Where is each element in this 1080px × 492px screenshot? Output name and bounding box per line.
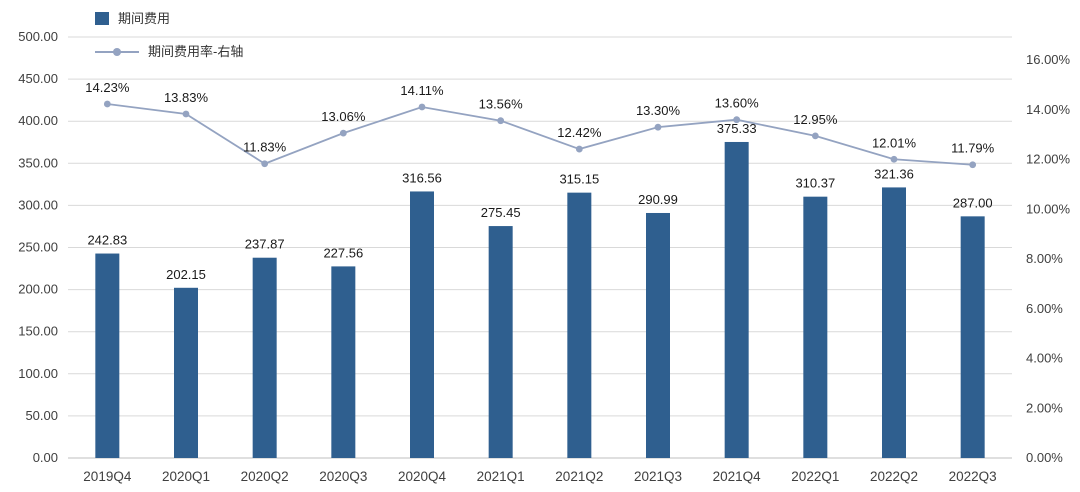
line-value-label: 12.01%: [872, 135, 917, 150]
category-label: 2022Q3: [949, 469, 997, 484]
bar: [882, 187, 906, 458]
legend-label-expense-ratio: 期间费用率-右轴: [148, 44, 244, 59]
category-label: 2020Q3: [319, 469, 367, 484]
right-axis-tick-label: 16.00%: [1026, 52, 1071, 67]
line-value-label: 14.23%: [85, 80, 130, 95]
bar: [488, 226, 513, 458]
category-label: 2021Q2: [555, 469, 603, 484]
line-value-label: 12.42%: [557, 125, 602, 140]
line-marker: [497, 117, 505, 125]
bar-value-label: 227.56: [323, 245, 363, 260]
bar: [174, 287, 198, 458]
bar-value-label: 310.37: [795, 176, 835, 191]
line-value-label: 13.83%: [164, 90, 209, 105]
left-axis-tick-label: 50.00: [25, 408, 58, 423]
category-label: 2019Q4: [83, 469, 132, 484]
line-value-label: 12.95%: [793, 112, 838, 127]
bar: [646, 212, 670, 458]
line-value-label: 13.06%: [321, 109, 366, 124]
right-axis-tick-label: 6.00%: [1026, 301, 1063, 316]
bar-value-label: 315.15: [559, 172, 599, 187]
bar-value-label: 375.33: [717, 121, 757, 136]
line-value-label: 13.30%: [636, 103, 681, 118]
left-axis-tick-label: 0.00: [33, 450, 58, 465]
bar-value-label: 316.56: [402, 170, 442, 185]
left-axis-tick-label: 300.00: [18, 197, 58, 212]
left-axis-tick-label: 350.00: [18, 155, 58, 170]
line-value-label: 13.56%: [479, 97, 524, 112]
bar: [410, 191, 434, 458]
right-axis-tick-label: 8.00%: [1026, 251, 1063, 266]
left-axis-tick-label: 450.00: [18, 71, 58, 86]
left-axis-tick-label: 250.00: [18, 240, 58, 255]
left-axis-tick-label: 100.00: [18, 366, 58, 381]
bar-value-label: 287.00: [953, 195, 993, 210]
bar: [331, 266, 356, 458]
category-label: 2022Q2: [870, 469, 918, 484]
line-marker: [811, 132, 819, 140]
category-label: 2021Q1: [477, 469, 525, 484]
line-marker: [182, 110, 190, 118]
bar-value-label: 321.36: [874, 166, 914, 181]
line-series: [107, 103, 973, 166]
bar: [724, 141, 749, 458]
line-marker: [654, 123, 662, 131]
line-marker: [103, 100, 111, 108]
right-axis-tick-label: 2.00%: [1026, 400, 1063, 415]
left-axis-tick-label: 400.00: [18, 113, 58, 128]
category-label: 2020Q2: [241, 469, 289, 484]
bar-value-label: 275.45: [481, 205, 521, 220]
right-axis-tick-label: 10.00%: [1026, 201, 1071, 216]
bar: [567, 192, 592, 458]
line-marker: [969, 161, 977, 169]
category-label: 2020Q4: [398, 469, 447, 484]
bar-value-label: 237.87: [245, 237, 285, 252]
legend-item-period-expense: 期间费用: [95, 12, 243, 25]
line-marker: [261, 160, 269, 168]
bar: [960, 216, 985, 458]
line-value-label: 11.79%: [951, 141, 995, 156]
category-label: 2021Q3: [634, 469, 682, 484]
right-axis-tick-label: 0.00%: [1026, 450, 1063, 465]
line-marker: [339, 129, 347, 137]
category-label: 2020Q1: [162, 469, 210, 484]
legend-label-period-expense: 期间费用: [118, 11, 171, 26]
bar-value-label: 242.83: [87, 233, 127, 248]
line-value-label: 13.60%: [715, 96, 760, 111]
bar-value-label: 290.99: [638, 192, 678, 207]
chart-legend: 期间费用 期间费用率-右轴: [95, 12, 243, 58]
right-axis-tick-label: 4.00%: [1026, 351, 1063, 366]
line-marker: [575, 145, 583, 153]
bar: [803, 196, 828, 458]
bar: [252, 257, 277, 458]
line-legend-swatch-icon: [95, 47, 139, 56]
line-value-label: 11.83%: [243, 140, 287, 155]
left-axis-tick-label: 500.00: [18, 29, 58, 44]
line-value-label: 14.11%: [400, 83, 444, 98]
line-marker: [733, 116, 741, 124]
category-label: 2021Q4: [713, 469, 762, 484]
legend-item-expense-ratio: 期间费用率-右轴: [95, 45, 243, 58]
left-axis-tick-label: 150.00: [18, 324, 58, 339]
category-label: 2022Q1: [791, 469, 839, 484]
line-marker: [418, 103, 426, 111]
bar: [95, 253, 120, 458]
line-marker: [890, 155, 898, 163]
left-axis-tick-label: 200.00: [18, 282, 58, 297]
bar-legend-swatch-icon: [95, 12, 109, 25]
right-axis-tick-label: 14.00%: [1026, 102, 1071, 117]
bar-value-label: 202.15: [166, 267, 206, 282]
right-axis-tick-label: 12.00%: [1026, 152, 1071, 167]
